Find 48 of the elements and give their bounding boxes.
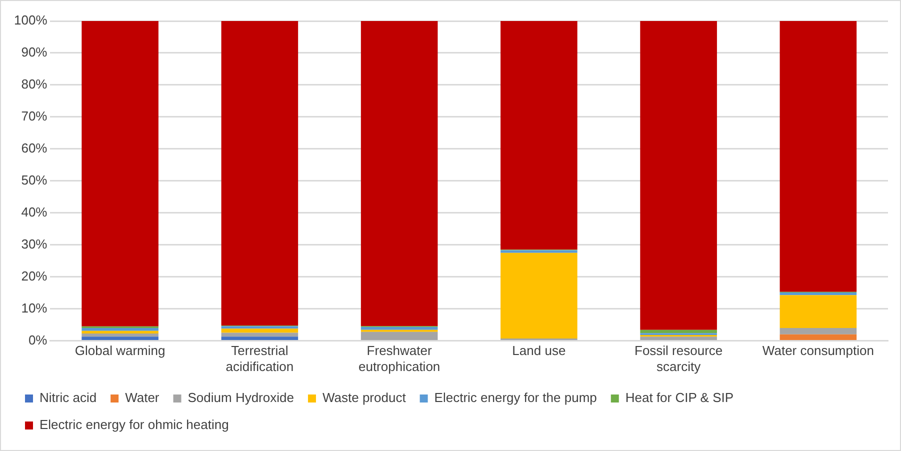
bar (82, 21, 158, 326)
x-tick-label: Water consumption (762, 343, 874, 358)
x-tick-label: Terrestrial acidification (226, 343, 294, 374)
bar (82, 328, 158, 331)
y-tick-label: 60% (21, 140, 48, 156)
legend-label: Sodium Hydroxide (188, 390, 294, 406)
bar (780, 295, 857, 328)
x-tick-label: Freshwater eutrophication (358, 343, 440, 374)
bar (780, 334, 857, 340)
x-tick-label: Fossil resource scarcity (634, 343, 723, 374)
y-tick-label: 10% (21, 300, 48, 316)
legend-label: Nitric acid (40, 390, 97, 406)
bar (640, 21, 717, 330)
bar (82, 336, 158, 340)
bar (780, 328, 857, 334)
bar (780, 21, 857, 292)
bar (500, 252, 578, 339)
bar (640, 336, 717, 340)
legend-label: Water (125, 390, 160, 406)
y-tick-label: 50% (21, 172, 48, 188)
bar (82, 333, 158, 337)
bar (360, 21, 438, 326)
x-tick-label: Land use (512, 343, 566, 358)
legend-label: Electric energy for ohmic heating (40, 417, 229, 432)
bar (221, 21, 298, 326)
legend-label: Waste product (322, 390, 406, 406)
y-tick-label: 40% (21, 204, 48, 220)
y-tick-label: 30% (21, 236, 48, 252)
bar (780, 292, 857, 296)
legend-label: Heat for CIP & SIP (625, 390, 734, 406)
y-tick-label: 0% (28, 332, 48, 348)
y-tick-label: 100% (14, 12, 48, 28)
y-tick-label: 70% (21, 108, 48, 124)
bar (500, 21, 578, 250)
bar (221, 326, 298, 329)
y-tick-label: 80% (21, 76, 48, 92)
x-tick-label: Global warming (74, 343, 166, 358)
legend-label: Electric energy for the pump (434, 390, 597, 406)
bar (221, 328, 298, 333)
bar (221, 336, 298, 340)
bar (360, 327, 438, 330)
bar (221, 332, 298, 337)
bar (82, 330, 158, 334)
bar (640, 330, 717, 334)
y-tick-label: 20% (21, 268, 48, 284)
bar (500, 250, 578, 253)
bar (360, 332, 438, 340)
y-tick-label: 90% (21, 44, 48, 60)
